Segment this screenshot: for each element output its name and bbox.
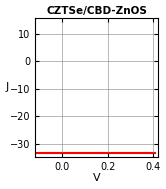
- Y-axis label: J: J: [5, 82, 9, 92]
- X-axis label: V: V: [93, 174, 100, 184]
- Title: CZTSe/CBD-ZnOS: CZTSe/CBD-ZnOS: [46, 5, 147, 15]
